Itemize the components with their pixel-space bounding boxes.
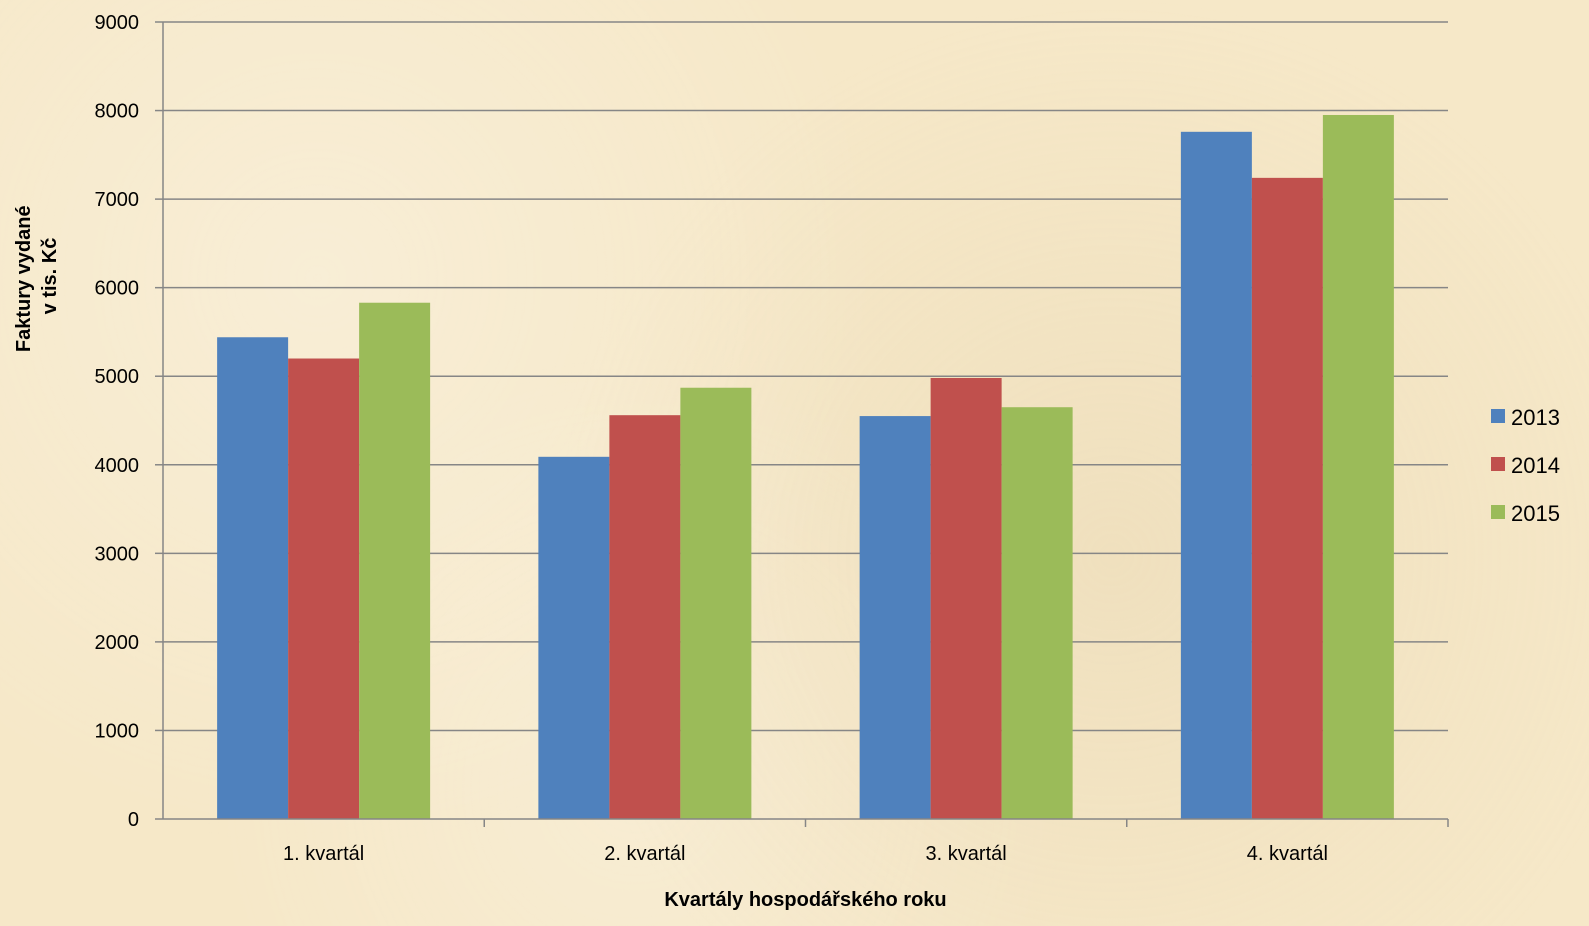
x-tick-labels: 1. kvartál 2. kvartál 3. kvartál 4. kvartál	[283, 843, 1328, 865]
bar-2013-3	[859, 416, 931, 819]
y-tick-label: 9000	[95, 12, 140, 34]
legend-label-2015: 2015	[1511, 501, 1560, 526]
bar-2015-1	[359, 302, 431, 820]
y-axis-title-line-2: v tis. Kč	[39, 238, 61, 315]
y-tick-label: 6000	[95, 278, 140, 300]
legend: 2013 2014 2015	[1491, 405, 1560, 526]
axes	[162, 22, 1448, 820]
legend-label-2014: 2014	[1511, 453, 1560, 478]
x-tick-label: 4. kvartál	[1247, 843, 1328, 865]
bar-2013-1	[217, 337, 289, 819]
legend-swatch-2013	[1491, 409, 1505, 423]
legend-swatch-2015	[1491, 505, 1505, 519]
x-tick-label: 2. kvartál	[604, 843, 685, 865]
y-axis-title: Faktury vydané v tis. Kč	[13, 200, 61, 352]
legend-label-2013: 2013	[1511, 405, 1560, 430]
y-tick-labels: 0 1000 2000 3000 4000 5000 6000 7000 8000 9000	[95, 12, 140, 831]
y-tick-label: 3000	[95, 543, 140, 565]
y-axis-title-line-1: Faktury vydané	[13, 205, 35, 352]
bar-2014-1	[288, 358, 360, 819]
bar-2013-4	[1180, 131, 1252, 819]
x-tick-label: 1. kvartál	[283, 843, 364, 865]
x-tick-label: 3. kvartál	[926, 843, 1007, 865]
bar-2015-3	[1001, 407, 1073, 819]
bar-2014-3	[930, 377, 1002, 819]
y-tick-label: 4000	[95, 455, 140, 477]
y-tick-label: 7000	[95, 189, 140, 211]
bar-2014-4	[1251, 177, 1323, 819]
legend-swatch-2014	[1491, 457, 1505, 471]
y-tick-label: 8000	[95, 101, 140, 123]
y-tick-label: 0	[128, 809, 139, 831]
bar-2013-2	[538, 456, 610, 819]
bars	[217, 114, 1394, 820]
x-axis-title: Kvartály hospodářského roku	[664, 889, 946, 911]
bar-2015-4	[1322, 114, 1394, 819]
y-tick-label: 2000	[95, 632, 140, 654]
y-tick-label: 5000	[95, 366, 140, 388]
bar-2015-2	[680, 387, 752, 819]
bar-2014-2	[609, 415, 681, 819]
y-tick-label: 1000	[95, 720, 140, 742]
